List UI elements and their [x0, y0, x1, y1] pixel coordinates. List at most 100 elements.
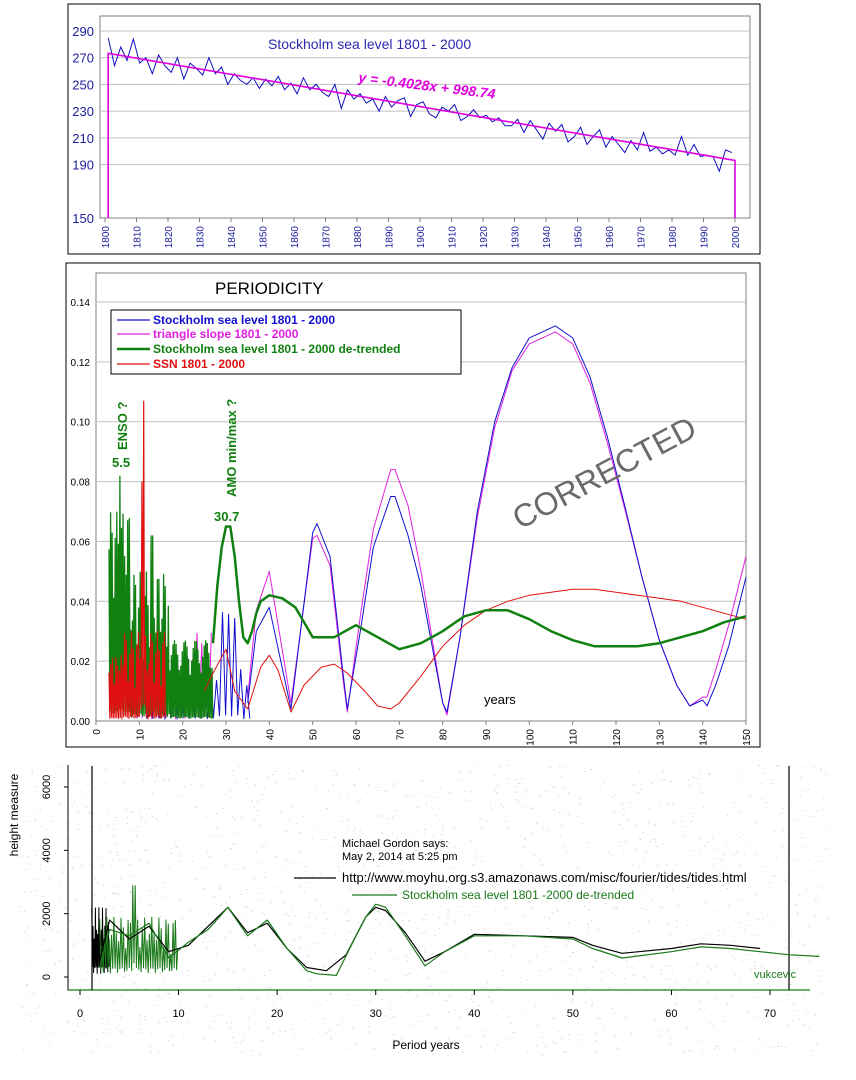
comment-date: May 2, 2014 at 5:25 pm [342, 851, 458, 863]
panel3-legend-label-moyhu: http://www.moyhu.org.s3.amazonaws.com/mi… [342, 870, 747, 885]
panel3-x-tick-label: 50 [567, 1008, 579, 1020]
panel3-x-tick-label: 30 [370, 1008, 382, 1020]
panel1-x-tick-label: 1980 [668, 226, 679, 249]
panel1-x-tick-label: 1860 [290, 226, 301, 249]
panel1-x-tick-label: 1920 [479, 226, 490, 249]
panel3-detrended-line [99, 903, 820, 976]
panel2-x-tick-label: 120 [612, 729, 623, 746]
panel2-ssn-short-periods [108, 400, 166, 720]
panel1-y-tick-label: 290 [72, 24, 94, 39]
panel2-x-tick-label: 10 [135, 729, 146, 741]
panel1-y-tick-label: 190 [72, 158, 94, 173]
panel1-x-tick-label: 1970 [637, 226, 648, 249]
panel1-x-tick-label: 1990 [700, 226, 711, 249]
panel3-detrended-short-periods [99, 885, 179, 974]
panel3-x-tick-label: 40 [468, 1008, 480, 1020]
panel1-sea-level-line [107, 37, 733, 173]
panel1-title: Stockholm sea level 1801 - 2000 [268, 36, 471, 52]
panel1-y-tick-label: 210 [72, 131, 94, 146]
vukcevic-signature: vukcevic [754, 969, 797, 981]
panel2-stockholm-line [247, 325, 747, 713]
panel1-trend-line [107, 52, 736, 218]
panel2-ssn-line [203, 588, 747, 713]
panel3-dotted-texture [19, 764, 831, 1056]
panel3-x-label: Period years [392, 1038, 459, 1052]
panel3-x-tick-label: 0 [77, 1008, 83, 1020]
panel1-x-tick-label: 1960 [605, 226, 616, 249]
panel-fourier: 0 2000 4000 6000 0 10 20 30 40 50 60 70 height mea… [7, 764, 831, 1056]
panel2-detrended-line [211, 525, 747, 651]
panel1-x-tick-label: 2000 [731, 226, 742, 249]
panel2-x-tick-label: 40 [265, 729, 276, 741]
panel2-y-tick-label: 0.10 [71, 418, 91, 429]
panel2-detrended-short-periods [108, 475, 214, 719]
panel2-x-tick-label: 50 [309, 729, 320, 741]
panel3-y-tick-label: 2000 [41, 901, 53, 925]
panel2-x-tick-label: 30 [222, 729, 233, 741]
panel1-y-tick-label: 150 [72, 211, 94, 226]
panel3-y-tick-label: 4000 [41, 838, 53, 862]
panel3-series [91, 885, 820, 976]
panel2-x-label: years [484, 692, 516, 707]
panel2-y-tick-label: 0.14 [71, 298, 91, 309]
panel1-x-tick-label: 1820 [164, 226, 175, 249]
panel2-x-tick-label: 80 [439, 729, 450, 741]
panel1-x-tick-label: 1810 [133, 226, 144, 249]
panel2-x-tick-label: 100 [525, 729, 536, 746]
panel2-series [203, 325, 747, 716]
legend-label-detrended: Stockholm sea level 1801 - 2000 de-trend… [153, 342, 400, 356]
legend-label-ssn: SSN 1801 - 2000 [153, 357, 245, 371]
panel3-legend-label-detrended: Stockholm sea level 1801 -2000 de-trende… [402, 888, 634, 902]
panel2-x-ticks: 0 10 20 30 40 50 60 70 80 90 100 110 120 130 140 150 [92, 721, 753, 746]
panel2-y-tick-label: 0.04 [71, 597, 91, 608]
panel2-y-tick-label: 0.06 [71, 537, 91, 548]
panel2-x-tick-label: 150 [742, 729, 753, 746]
panel1-x-tick-label: 1930 [511, 226, 522, 249]
annotation-amo: AMO min/max ? [224, 399, 239, 497]
panel2-x-tick-label: 110 [569, 729, 580, 745]
annotation-amo-period: 30.7 [214, 509, 239, 524]
panel2-y-tick-label: 0.08 [71, 478, 91, 489]
panel1-x-tick-label: 1870 [322, 226, 333, 249]
panel2-x-tick-label: 140 [699, 729, 710, 746]
panel2-x-tick-label: 20 [179, 729, 190, 741]
panel1-y-tick-label: 270 [72, 51, 94, 66]
panel1-x-tick-label: 1900 [416, 226, 427, 249]
panel2-x-tick-label: 0 [92, 729, 103, 735]
panel2-y-tick-label: 0.00 [71, 717, 91, 728]
panel1-x-ticks: 1800 1810 1820 1830 1840 1850 1860 1870 1880 1890… [101, 218, 742, 248]
panel1-y-tick-label: 250 [72, 77, 94, 92]
panel1-x-tick-label: 1940 [542, 226, 553, 249]
panel3-moyhu-line [99, 906, 761, 972]
panel1-series [107, 37, 736, 218]
panel2-title: PERIODICITY [215, 279, 324, 298]
panel2-short-period-noise [108, 400, 251, 720]
comment-author: Michael Gordon says: [342, 838, 448, 850]
panel3-x-tick-label: 10 [172, 1008, 184, 1020]
panel1-grid [100, 30, 750, 166]
panel1-x-tick-label: 1850 [259, 226, 270, 249]
panel1-y-tick-label: 230 [72, 104, 94, 119]
panel1-x-tick-label: 1830 [196, 226, 207, 249]
panel3-y-ticks: 0 2000 4000 6000 [41, 775, 68, 980]
panel-periodicity: 0.00 0.02 0.04 0.06 0.08 0.10 0.12 0.14 0 10 20 30… [65, 262, 761, 748]
annotation-enso: ENSO ? [115, 402, 130, 450]
panel3-y-label: height measure [7, 773, 21, 856]
panel3-x-tick-label: 60 [665, 1008, 677, 1020]
panel3-y-tick-label: 6000 [41, 775, 53, 799]
panel3-x-ticks: 0 10 20 30 40 50 60 70 [77, 990, 776, 1020]
panel2-x-tick-label: 70 [395, 729, 406, 741]
panel2-x-tick-label: 90 [482, 729, 493, 741]
panel2-x-tick-label: 60 [352, 729, 363, 741]
legend-box [110, 309, 462, 375]
panel1-x-tick-label: 1840 [227, 226, 238, 249]
panel1-y-ticks: 150 190 210 230 250 270 290 [72, 24, 94, 226]
panel1-x-tick-label: 1950 [574, 226, 585, 249]
legend-label-triangle: triangle slope 1801 - 2000 [153, 327, 299, 341]
panel2-y-tick-label: 0.12 [71, 358, 91, 369]
panel3-x-tick-label: 20 [271, 1008, 283, 1020]
annotation-enso-period: 5.5 [112, 455, 130, 470]
panel1-x-tick-label: 1890 [385, 226, 396, 249]
